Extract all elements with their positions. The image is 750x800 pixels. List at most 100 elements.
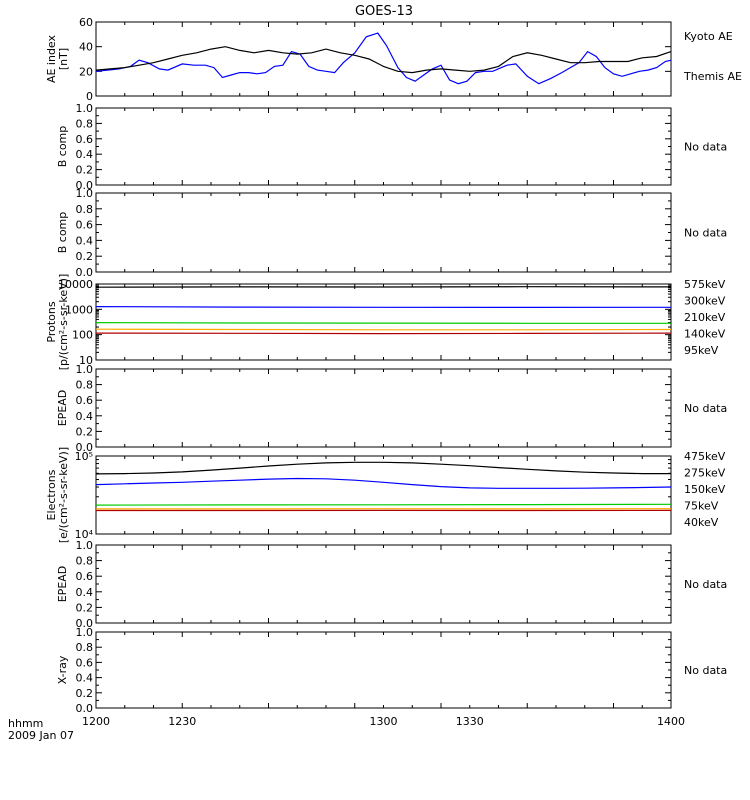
y-axis-label: EPEAD	[56, 566, 69, 603]
y-tick-label: 0.0	[76, 441, 94, 454]
legend-150kev: 150keV	[684, 483, 726, 496]
y-tick-label: 1.0	[76, 539, 94, 552]
panel-frame	[95, 21, 672, 97]
y-axis-label: B comp	[56, 126, 69, 168]
y-tick-label: 0.6	[76, 133, 94, 146]
y-tick-label: 20	[79, 65, 93, 78]
series-line-themis-ae	[95, 46, 672, 74]
y-axis-label: [p/(cm²-s-sr-keV)]	[57, 274, 70, 371]
y-tick-label: 0.2	[76, 425, 94, 438]
no-data-label: No data	[684, 578, 727, 591]
panel-frame	[95, 368, 672, 448]
y-tick-label: 10⁴	[75, 528, 94, 541]
y-tick-label: 0.0	[76, 617, 94, 630]
panel-1: 0 20 40 60 AE index [nT] Kyoto AE Themis AE	[45, 16, 742, 103]
series-line-140kev	[95, 306, 672, 308]
y-tick-label: 1.0	[76, 626, 94, 639]
no-data-label: No data	[684, 141, 727, 154]
y-tick-label: 0.4	[76, 586, 94, 599]
panel-frame	[95, 631, 672, 709]
series-line-95kev	[95, 286, 672, 288]
y-axis-label: [nT]	[57, 48, 70, 70]
x-tick-label: 1400	[657, 715, 685, 728]
legend-275kev: 275keV	[684, 467, 726, 480]
x-tick-label: 1300	[370, 715, 398, 728]
y-axis-label: Protons	[45, 301, 58, 342]
series-line-210kev	[95, 322, 671, 324]
x-tick-label: 1330	[456, 715, 484, 728]
y-tick-label: 0.8	[76, 641, 94, 654]
panel-6: 10⁴ 10⁵ Electrons [e/(cm²-s-sr-keV)] 475keV 2…	[45, 447, 726, 543]
legend-themis-ae: Themis AE	[683, 70, 742, 83]
y-axis-label: [e/(cm²-s-sr-keV)]	[57, 447, 70, 543]
series-line-575kev	[95, 332, 672, 335]
series-line-300kev	[95, 328, 672, 331]
y-tick-label: 0.6	[76, 570, 94, 583]
panel-frame	[95, 107, 672, 186]
x-tick-label: 1200	[82, 715, 110, 728]
y-tick-label: 0.2	[76, 601, 94, 614]
panel-frame	[95, 283, 672, 361]
legend-575kev: 575keV	[684, 278, 726, 291]
series-line-kyoto-ae	[95, 32, 672, 85]
y-axis-label: X-ray	[56, 655, 69, 684]
x-axis: 1200 1230 1300 1330 1400	[82, 715, 685, 728]
figure-title: GOES-13	[355, 4, 413, 19]
y-tick-label: 10	[79, 354, 93, 367]
y-axis-label: Electrons	[45, 469, 58, 520]
legend-210kev: 210keV	[684, 311, 726, 324]
legend-475kev: 475keV	[684, 450, 726, 463]
y-tick-label: 0.8	[76, 117, 94, 130]
y-tick-label: 0.6	[76, 656, 94, 669]
y-tick-label: 1.0	[76, 187, 94, 200]
y-tick-label: 0.4	[76, 410, 94, 423]
legend-kyoto-ae: Kyoto AE	[684, 30, 733, 43]
series-line-150kev	[95, 503, 672, 506]
y-tick-label: 1000	[65, 303, 93, 316]
panel-3: 0.0 0.2 0.4 0.6 0.8 1.0 B comp No data	[56, 187, 727, 279]
y-axis-label: EPEAD	[56, 390, 69, 427]
y-tick-label: 10000	[58, 278, 93, 291]
y-tick-label: 0.8	[76, 555, 94, 568]
x-tick-label: 1230	[168, 715, 196, 728]
no-data-label: No data	[684, 664, 727, 677]
y-axis-label: B comp	[56, 212, 69, 254]
y-tick-label: 40	[79, 41, 93, 54]
y-tick-label: 0.2	[76, 250, 94, 263]
y-tick-label: 0.0	[76, 702, 94, 715]
y-tick-label: 100	[72, 329, 93, 342]
footer-date: 2009 Jan 07	[8, 729, 74, 742]
y-tick-label: 1.0	[76, 102, 94, 115]
panel-2: 0.0 0.2 0.4 0.6 0.8 1.0 B comp No data	[56, 102, 727, 192]
y-tick-label: 60	[79, 16, 93, 29]
y-tick-label: 0.8	[76, 203, 94, 216]
legend-140kev: 140keV	[684, 328, 726, 341]
y-axis-label: AE index	[45, 34, 58, 83]
no-data-label: No data	[684, 227, 727, 240]
panel-5: 0.0 0.2 0.4 0.6 0.8 1.0 EPEAD No data	[56, 363, 727, 454]
y-tick-label: 10⁵	[75, 450, 93, 463]
y-tick-label: 0.4	[76, 148, 94, 161]
y-tick-label: 0	[86, 90, 93, 103]
y-tick-label: 0.6	[76, 394, 94, 407]
y-tick-label: 0.0	[76, 179, 94, 192]
footer-hhmm: hhmm	[8, 717, 43, 730]
panel-8: 0.0 0.2 0.4 0.6 0.8 1.0 X-ray No data	[56, 626, 727, 715]
y-tick-label: 1.0	[76, 363, 94, 376]
y-tick-label: 0.2	[76, 164, 94, 177]
series-line-40kev	[95, 461, 671, 475]
y-tick-label: 0.6	[76, 219, 94, 232]
panel-frame	[95, 192, 672, 273]
y-tick-label: 0.4	[76, 672, 94, 685]
no-data-label: No data	[684, 402, 727, 415]
y-tick-label: 0.8	[76, 379, 94, 392]
y-tick-label: 0.4	[76, 234, 94, 247]
legend-95kev: 95keV	[684, 344, 719, 357]
panel-frame	[95, 455, 672, 535]
legend-40kev: 40keV	[684, 516, 719, 529]
panel-7: 0.0 0.2 0.4 0.6 0.8 1.0 EPEAD No data	[56, 539, 727, 630]
legend-75kev: 75keV	[684, 500, 719, 513]
